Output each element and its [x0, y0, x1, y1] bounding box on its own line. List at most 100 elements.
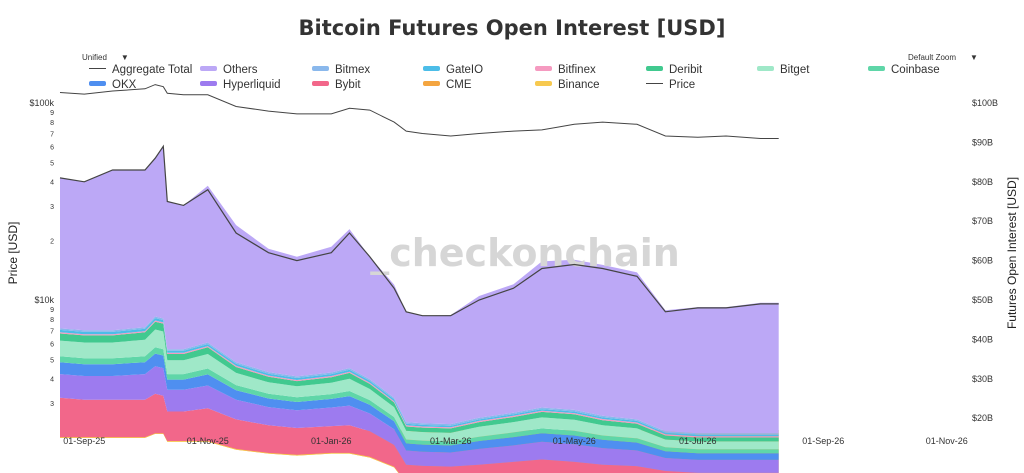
x-axis-ticks: 01-Sep-25 01-Nov-25 01-Jan-26 01-Mar-26 01-M… [63, 436, 968, 446]
right-axis-ticks: $100B $90B $80B $70B $60B $50B $40B $30B $20B [972, 98, 998, 423]
area-deribit [60, 321, 779, 442]
price-line [59, 84, 779, 139]
right-tick-label: $20B [972, 413, 993, 423]
zoom-dropdown-label: Default Zoom [908, 53, 957, 62]
left-tick-label: $10k [34, 295, 54, 305]
area-swatch-icon [646, 66, 663, 72]
legend-item-gateio[interactable]: GateIO [423, 64, 483, 76]
legend-label: Price [669, 79, 696, 91]
left-tick-label: 5 [50, 357, 54, 364]
right-tick-label: $40B [972, 334, 993, 344]
line-swatch-icon [89, 68, 106, 70]
legend-item-bitget[interactable]: Bitget [757, 64, 809, 76]
legend-label: Coinbase [891, 64, 940, 76]
left-tick-label: 3 [50, 401, 54, 408]
line-swatch-icon [646, 83, 663, 85]
area-swatch-icon [312, 81, 329, 87]
area-okx [60, 353, 779, 460]
area-bitget [60, 329, 779, 450]
legend-item-binance[interactable]: Binance [535, 79, 600, 91]
right-tick-label: $90B [972, 137, 993, 147]
legend-item-others[interactable]: Others [200, 64, 258, 76]
area-coinbase [60, 347, 779, 454]
legend-label: Bitfinex [558, 64, 596, 76]
x-tick-label: 01-May-26 [553, 436, 596, 446]
left-tick-label: 9 [50, 110, 54, 117]
legend-label: Others [223, 64, 258, 76]
left-tick-label: 7 [50, 329, 54, 336]
legend-item-cme[interactable]: CME [423, 79, 472, 91]
legend-item-deribit[interactable]: Deribit [646, 64, 702, 76]
left-axis-title: Price [USD] [6, 222, 20, 285]
legend-item-okx[interactable]: OKX [89, 79, 136, 91]
x-tick-label: 01-Jan-26 [311, 436, 352, 446]
left-tick-label: 2 [50, 239, 54, 246]
right-tick-label: $70B [972, 216, 993, 226]
x-tick-label: 01-Sep-25 [63, 436, 105, 446]
area-swatch-icon [757, 66, 774, 72]
area-swatch-icon [423, 81, 440, 87]
area-swatch-icon [535, 81, 552, 87]
zoom-dropdown[interactable]: Default Zoom ▼ [908, 53, 978, 62]
area-swatch-icon [868, 66, 885, 72]
area-others [60, 146, 779, 434]
legend-item-bitfinex[interactable]: Bitfinex [535, 64, 596, 76]
legend-label: Bitmex [335, 64, 371, 76]
legend-item-price[interactable]: Price [646, 79, 695, 91]
legend-item-bybit[interactable]: Bybit [312, 79, 361, 91]
left-tick-label: $100k [29, 98, 54, 108]
legend-label: CME [446, 79, 472, 91]
left-tick-label: 8 [50, 317, 54, 324]
x-tick-label: 01-Mar-26 [430, 436, 472, 446]
aggregate-total-line [59, 144, 779, 317]
left-tick-label: 4 [50, 179, 54, 186]
area-bybit [60, 393, 779, 473]
mode-dropdown-label: Unified [82, 53, 107, 62]
chart-title: Bitcoin Futures Open Interest [USD] [298, 16, 726, 40]
left-tick-label: 6 [50, 342, 54, 349]
right-tick-label: $60B [972, 256, 993, 266]
right-tick-label: $80B [972, 177, 993, 187]
legend-item-bitmex[interactable]: Bitmex [312, 64, 370, 76]
area-hyperliquid [60, 366, 779, 473]
left-tick-label: 9 [50, 307, 54, 314]
left-tick-label: 5 [50, 160, 54, 167]
right-axis-title: Futures Open Interest [USD] [1005, 177, 1019, 329]
area-swatch-icon [312, 66, 329, 72]
legend-item-coinbase[interactable]: Coinbase [868, 64, 940, 76]
mode-dropdown[interactable]: Unified ▼ [82, 53, 129, 62]
legend-label: OKX [112, 79, 137, 91]
x-tick-label: 01-Jul-26 [679, 436, 717, 446]
area-swatch-icon [535, 66, 552, 72]
legend-item-aggregate-total[interactable]: Aggregate Total [89, 64, 192, 76]
left-tick-label: 3 [50, 204, 54, 211]
left-tick-label: 7 [50, 132, 54, 139]
x-tick-label: 01-Nov-26 [926, 436, 968, 446]
area-swatch-icon [423, 66, 440, 72]
left-axis-ticks: $100k 9 8 7 6 5 4 3 2 $10k 9 8 7 6 5 4 3 [29, 98, 54, 408]
area-swatch-icon [200, 81, 217, 87]
watermark: _checkonchain [370, 231, 680, 275]
area-binance [60, 433, 400, 473]
legend-label: Hyperliquid [223, 79, 281, 91]
right-tick-label: $30B [972, 374, 993, 384]
left-tick-label: 8 [50, 120, 54, 127]
right-tick-label: $100B [972, 98, 998, 108]
right-tick-label: $50B [972, 295, 993, 305]
area-swatch-icon [200, 66, 217, 72]
chevron-down-icon: ▼ [970, 53, 978, 62]
left-tick-label: 6 [50, 145, 54, 152]
legend-label: Bitget [780, 64, 810, 76]
legend-label: GateIO [446, 64, 484, 76]
legend-label: Bybit [335, 79, 361, 91]
legend-label: Deribit [669, 64, 703, 76]
chevron-down-icon: ▼ [120, 53, 129, 62]
legend-label: Aggregate Total [112, 64, 193, 76]
x-tick-label: 01-Nov-25 [187, 436, 229, 446]
left-tick-label: 4 [50, 376, 54, 383]
line-layer [59, 84, 779, 317]
area-swatch-icon [89, 81, 106, 87]
legend-label: Binance [558, 79, 600, 91]
legend-item-hyperliquid[interactable]: Hyperliquid [200, 79, 281, 91]
